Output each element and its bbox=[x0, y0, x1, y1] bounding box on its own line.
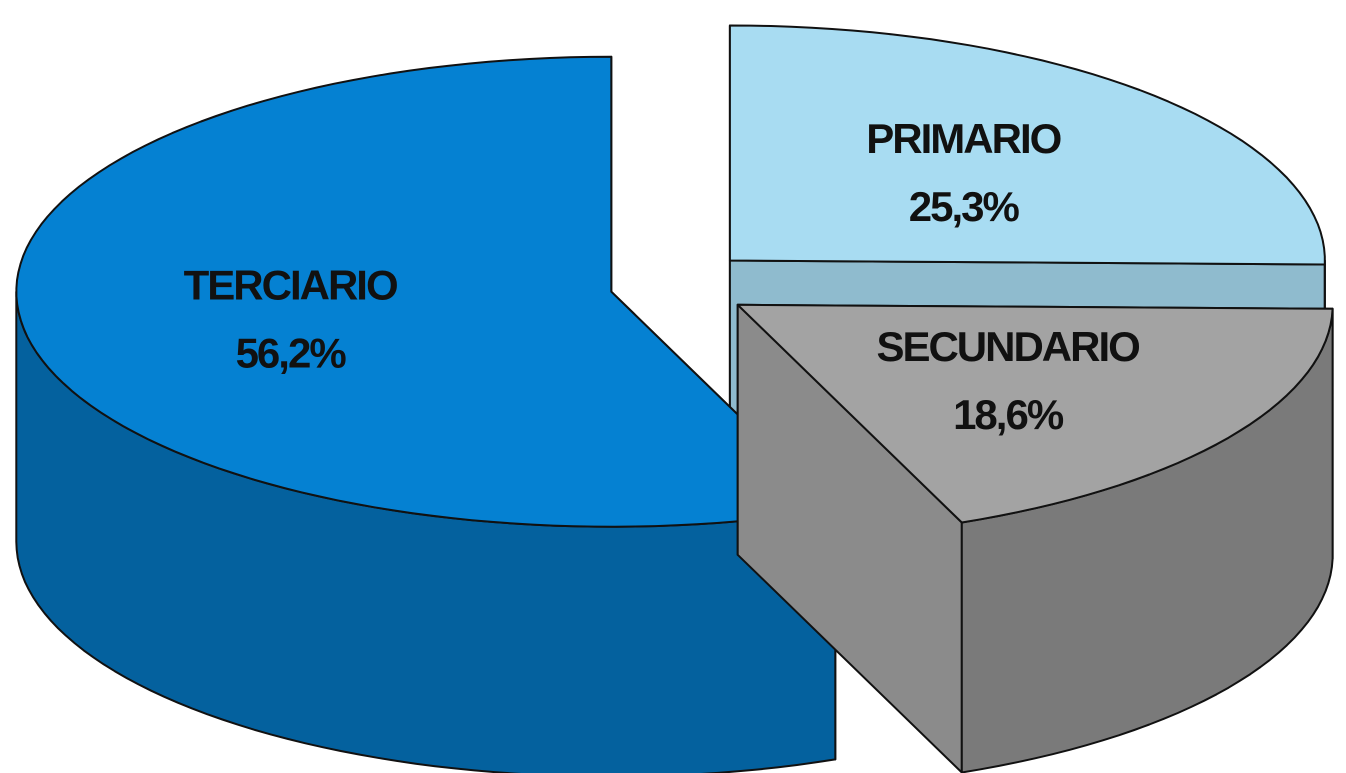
slice bbox=[736, 303, 1334, 524]
slice-value-label: 25,3% bbox=[909, 183, 1020, 230]
slice-value-label: 18,6% bbox=[953, 391, 1064, 438]
slice-value-label: 56,2% bbox=[236, 330, 347, 377]
slice-label: PRIMARIO bbox=[866, 115, 1060, 162]
slice bbox=[15, 55, 837, 528]
slice bbox=[728, 24, 1326, 266]
slice-label: SECUNDARIO bbox=[876, 323, 1139, 370]
slice-label: TERCIARIO bbox=[184, 262, 397, 309]
